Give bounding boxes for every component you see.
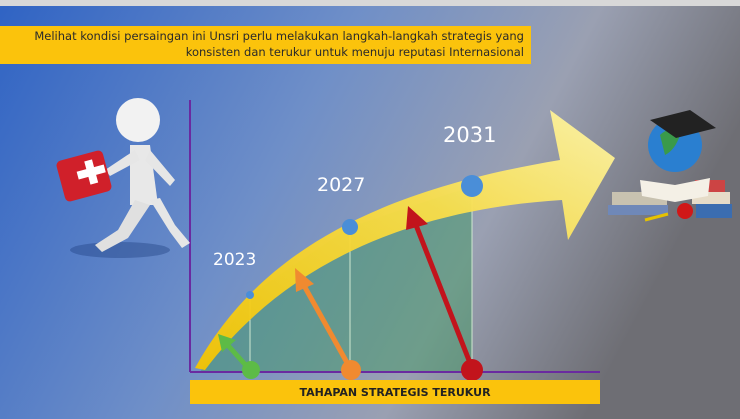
top-bar (0, 0, 740, 6)
milestone-dot (246, 291, 254, 299)
header-line: Melihat kondisi persaingan ini Unsri per… (34, 29, 524, 43)
milestone-dot (342, 219, 358, 235)
milestone-label: 2023 (213, 250, 256, 270)
page: Melihat kondisi persaingan ini Unsri per… (0, 0, 740, 419)
base-dot (341, 360, 361, 380)
milestone-dot (461, 175, 483, 197)
base-dot (242, 361, 260, 379)
slide: Melihat kondisi persaingan ini Unsri per… (0, 0, 740, 419)
header-line: konsisten dan terukur untuk menuju reput… (186, 45, 524, 59)
milestone-label: 2031 (443, 123, 496, 147)
milestone-label: 2027 (317, 174, 365, 196)
base-dot (461, 359, 483, 381)
footer-label: TAHAPAN STRATEGIS TERUKUR (299, 386, 491, 399)
